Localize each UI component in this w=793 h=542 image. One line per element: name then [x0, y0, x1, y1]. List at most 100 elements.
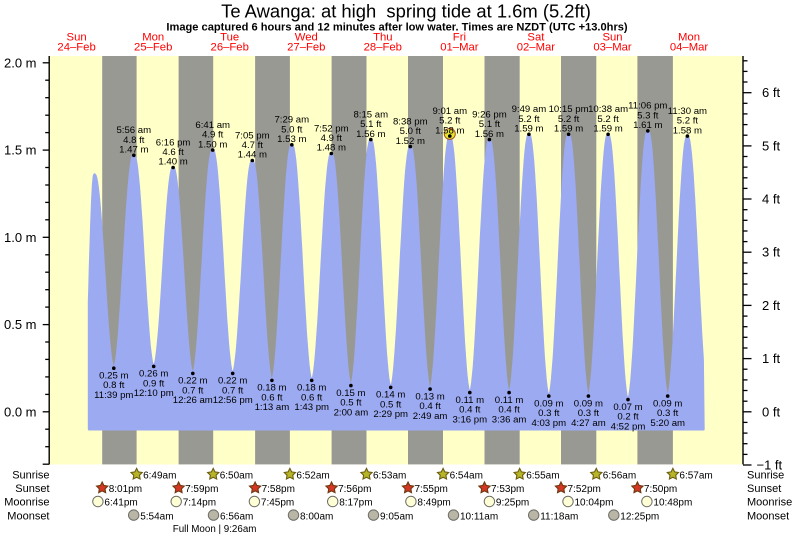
svg-text:3 ft: 3 ft	[762, 245, 780, 260]
svg-text:25–Feb: 25–Feb	[134, 42, 172, 54]
svg-text:0.4 ft: 0.4 ft	[419, 401, 441, 412]
svg-text:Moonrise: Moonrise	[4, 497, 49, 509]
svg-text:6:57am: 6:57am	[679, 471, 712, 482]
svg-text:Full Moon | 9:26am: Full Moon | 9:26am	[173, 524, 257, 535]
svg-text:7:58pm: 7:58pm	[262, 484, 295, 495]
svg-text:1.59 m: 1.59 m	[514, 124, 543, 135]
svg-text:0.0 m: 0.0 m	[4, 404, 37, 419]
svg-text:01–Mar: 01–Mar	[440, 42, 479, 54]
svg-text:4 ft: 4 ft	[762, 192, 780, 207]
svg-text:Mon: Mon	[142, 32, 164, 44]
svg-text:Wed: Wed	[295, 32, 318, 44]
svg-text:4:52 pm: 4:52 pm	[611, 421, 646, 432]
svg-text:6:54am: 6:54am	[450, 471, 483, 482]
svg-text:0.18 m: 0.18 m	[257, 383, 286, 394]
svg-text:Sat: Sat	[527, 32, 545, 44]
svg-text:1:13 am: 1:13 am	[255, 402, 290, 413]
svg-text:6:41pm: 6:41pm	[104, 498, 137, 509]
svg-text:6:49am: 6:49am	[143, 471, 176, 482]
svg-text:Sunrise: Sunrise	[12, 470, 49, 482]
svg-text:1.48 m: 1.48 m	[317, 143, 346, 154]
svg-text:12:56 pm: 12:56 pm	[213, 395, 253, 406]
svg-text:Sun: Sun	[602, 32, 622, 44]
svg-text:27–Feb: 27–Feb	[287, 42, 325, 54]
svg-text:1.56 m: 1.56 m	[356, 129, 385, 140]
svg-text:9:49 am: 9:49 am	[512, 104, 547, 115]
svg-text:11:39 pm: 11:39 pm	[94, 390, 133, 401]
svg-text:0.5 m: 0.5 m	[4, 317, 37, 332]
svg-text:0.6 ft: 0.6 ft	[301, 392, 323, 403]
svg-text:7:14pm: 7:14pm	[183, 498, 216, 509]
svg-text:4.9 ft: 4.9 ft	[321, 133, 343, 144]
svg-text:5.1 ft: 5.1 ft	[479, 119, 501, 130]
svg-text:1 ft: 1 ft	[762, 351, 780, 366]
svg-text:0.15 m: 0.15 m	[336, 388, 365, 399]
svg-text:1.50 m: 1.50 m	[198, 139, 227, 150]
svg-text:1.5 m: 1.5 m	[4, 143, 37, 158]
svg-text:5.2 ft: 5.2 ft	[677, 116, 699, 127]
svg-text:12:26 am: 12:26 am	[173, 395, 213, 406]
svg-text:0.18 m: 0.18 m	[297, 383, 326, 394]
svg-text:6:53am: 6:53am	[373, 471, 406, 482]
svg-text:8:01pm: 8:01pm	[109, 484, 142, 495]
svg-text:0.5 ft: 0.5 ft	[340, 398, 362, 409]
svg-text:02–Mar: 02–Mar	[517, 42, 556, 54]
svg-text:6 ft: 6 ft	[762, 85, 780, 100]
svg-text:5.2 ft: 5.2 ft	[597, 114, 619, 125]
svg-text:11:06 pm: 11:06 pm	[628, 101, 667, 112]
svg-text:Tue: Tue	[220, 32, 239, 44]
svg-text:7:53pm: 7:53pm	[491, 484, 524, 495]
svg-text:10:04pm: 10:04pm	[575, 498, 614, 509]
svg-text:2:49 am: 2:49 am	[413, 411, 448, 422]
svg-text:Moonset: Moonset	[7, 510, 49, 522]
svg-text:5.0 ft: 5.0 ft	[400, 126, 422, 137]
svg-text:2:29 pm: 2:29 pm	[373, 409, 408, 420]
svg-text:Sun: Sun	[67, 32, 87, 44]
svg-text:4.9 ft: 4.9 ft	[202, 130, 224, 141]
svg-text:7:52pm: 7:52pm	[568, 484, 601, 495]
svg-text:2.0 m: 2.0 m	[4, 55, 37, 70]
svg-text:28–Feb: 28–Feb	[364, 42, 402, 54]
svg-text:8:49pm: 8:49pm	[417, 498, 450, 509]
svg-text:24–Feb: 24–Feb	[57, 42, 95, 54]
svg-text:1.0 m: 1.0 m	[4, 230, 37, 245]
svg-text:6:52am: 6:52am	[296, 471, 329, 482]
svg-text:0.8 ft: 0.8 ft	[103, 380, 125, 391]
svg-text:Sunset: Sunset	[15, 483, 49, 495]
svg-text:Te Awanga: at high spring tid: Te Awanga: at high spring tide at 1.6m (…	[221, 1, 591, 22]
svg-text:0.22 m: 0.22 m	[218, 376, 247, 387]
svg-text:6:56am: 6:56am	[603, 471, 636, 482]
svg-text:0.09 m: 0.09 m	[574, 398, 603, 409]
svg-text:1.58 m: 1.58 m	[435, 125, 464, 136]
svg-text:Fri: Fri	[453, 32, 466, 44]
svg-text:1.40 m: 1.40 m	[158, 157, 187, 168]
svg-text:12:10 pm: 12:10 pm	[134, 388, 174, 399]
svg-text:10:38 am: 10:38 am	[588, 104, 628, 115]
svg-text:11:30 am: 11:30 am	[668, 106, 707, 117]
svg-text:0.3 ft: 0.3 ft	[657, 408, 679, 419]
svg-text:10:48pm: 10:48pm	[653, 498, 692, 509]
svg-text:0.13 m: 0.13 m	[415, 391, 444, 402]
svg-text:1.58 m: 1.58 m	[673, 125, 702, 136]
svg-text:6:56am: 6:56am	[220, 511, 253, 522]
svg-text:9:01 am: 9:01 am	[432, 106, 467, 117]
svg-text:0.11 m: 0.11 m	[455, 395, 484, 406]
svg-text:1:43 pm: 1:43 pm	[294, 402, 329, 413]
svg-text:0.4 ft: 0.4 ft	[459, 405, 481, 416]
svg-text:4.7 ft: 4.7 ft	[242, 140, 264, 151]
svg-text:0 ft: 0 ft	[762, 404, 780, 419]
svg-text:5.3 ft: 5.3 ft	[637, 110, 659, 121]
svg-text:9:26 pm: 9:26 pm	[472, 109, 507, 120]
svg-text:6:41 am: 6:41 am	[195, 120, 230, 131]
svg-text:0.09 m: 0.09 m	[534, 398, 563, 409]
svg-text:0.2 ft: 0.2 ft	[617, 412, 639, 423]
svg-text:4.6 ft: 4.6 ft	[162, 147, 184, 158]
svg-text:10:11am: 10:11am	[460, 511, 498, 522]
svg-text:8:00am: 8:00am	[300, 511, 333, 522]
svg-text:8:17pm: 8:17pm	[339, 498, 372, 509]
svg-text:1.59 m: 1.59 m	[593, 124, 622, 135]
svg-text:0.9 ft: 0.9 ft	[143, 378, 165, 389]
svg-text:7:45pm: 7:45pm	[261, 498, 294, 509]
svg-text:3:16 pm: 3:16 pm	[452, 414, 487, 425]
svg-text:1.56 m: 1.56 m	[475, 129, 504, 140]
